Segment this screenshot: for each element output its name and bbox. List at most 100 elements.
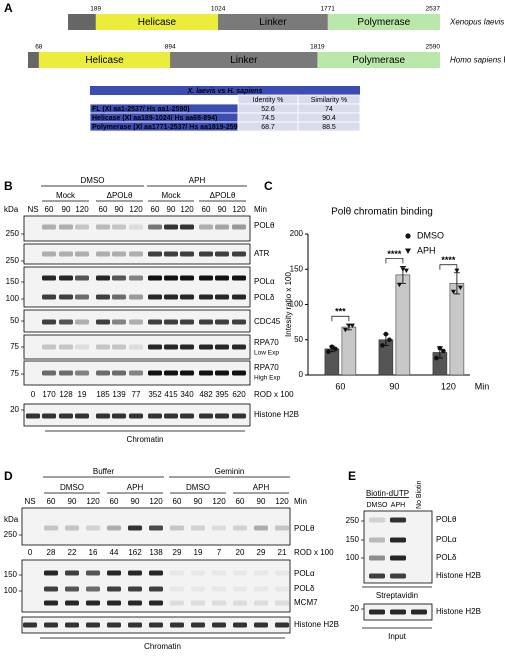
group-label: Mock xyxy=(161,191,181,200)
band xyxy=(170,622,184,628)
group-label: APH xyxy=(253,483,270,492)
lane-label: NS xyxy=(24,497,35,506)
band xyxy=(75,251,89,257)
panel-label: D xyxy=(4,469,13,483)
residue-label: 1771 xyxy=(320,6,335,13)
table-value: 90.4 xyxy=(322,115,336,122)
band xyxy=(112,319,126,325)
band xyxy=(232,344,246,350)
legend-label: APH xyxy=(417,245,436,255)
protein-label: POLθ xyxy=(294,524,315,533)
data-point xyxy=(380,343,385,348)
table-value: 74.5 xyxy=(261,115,275,122)
legend-symbol xyxy=(405,248,411,254)
band xyxy=(107,600,121,606)
band xyxy=(233,622,247,628)
fraction-label: Chromatin xyxy=(144,642,181,651)
kda-marker: 50 xyxy=(10,316,19,325)
band xyxy=(232,319,246,325)
band xyxy=(212,586,226,592)
band xyxy=(390,517,406,523)
band xyxy=(232,413,246,419)
rod-value: 0 xyxy=(31,390,36,399)
band xyxy=(59,294,73,300)
lane-label: 120 xyxy=(275,497,289,506)
band xyxy=(129,370,143,376)
column-header: Similarity % xyxy=(311,97,348,104)
row-label: FL (Xl aa1-2537/ Hs aa1-2590) xyxy=(92,106,190,113)
lane-label: 60 xyxy=(173,497,182,506)
protein-label: ATR xyxy=(254,249,270,258)
kda-marker: 150 xyxy=(346,535,360,544)
blot xyxy=(23,243,251,265)
x-axis-unit: Min xyxy=(475,381,490,391)
legend-label: DMSO xyxy=(417,230,444,240)
band xyxy=(215,275,229,281)
band xyxy=(128,570,142,576)
blot xyxy=(363,510,433,584)
x-tick-label: 90 xyxy=(389,381,399,391)
band xyxy=(233,586,247,592)
band xyxy=(254,525,268,531)
residue-label: 2590 xyxy=(426,44,441,51)
band xyxy=(199,251,213,257)
lane-label: APH xyxy=(391,502,405,509)
lane-label: NS xyxy=(27,205,38,214)
lane-label: 90 xyxy=(62,205,71,214)
band xyxy=(149,622,163,628)
band xyxy=(75,370,89,376)
band xyxy=(180,344,194,350)
band xyxy=(86,622,100,628)
band xyxy=(369,537,385,543)
band xyxy=(164,294,178,300)
protein-name: Polθ xyxy=(503,56,505,65)
kda-marker: 100 xyxy=(4,586,18,595)
data-point xyxy=(450,289,456,295)
band xyxy=(148,413,162,419)
band xyxy=(369,555,385,561)
y-tick-label: 50 xyxy=(294,335,303,344)
band xyxy=(129,413,143,419)
band xyxy=(212,600,226,606)
lane-label: 90 xyxy=(167,205,176,214)
protein-label: POLα xyxy=(254,277,275,286)
band xyxy=(215,319,229,325)
band xyxy=(275,525,289,531)
residue-label: 2537 xyxy=(426,6,441,13)
band xyxy=(148,251,162,257)
band xyxy=(149,525,163,531)
band xyxy=(128,622,142,628)
panel-label: B xyxy=(4,179,13,193)
rod-value: 19 xyxy=(78,390,87,399)
band xyxy=(254,622,268,628)
kda-marker: 250 xyxy=(4,530,18,539)
kda-marker: 100 xyxy=(346,553,360,562)
band xyxy=(86,570,100,576)
band xyxy=(128,586,142,592)
residue-label: 189 xyxy=(90,6,101,13)
rod-value: 19 xyxy=(194,548,203,557)
species-label: Xenopus laevis Polθ xyxy=(449,18,505,27)
domain-label: Polymerase xyxy=(352,55,405,66)
domain xyxy=(38,52,171,68)
bar xyxy=(395,274,411,376)
table-header xyxy=(90,86,360,95)
band xyxy=(199,319,213,325)
data-point xyxy=(383,331,389,337)
band xyxy=(42,294,56,300)
protein-label: Histone H2B xyxy=(436,607,481,616)
lane-label: DMSO xyxy=(367,502,389,509)
band xyxy=(212,622,226,628)
fraction-label: Streptavidin xyxy=(376,591,418,600)
protein-label: Histone H2B xyxy=(436,571,481,580)
band xyxy=(75,294,89,300)
fraction-label: Input xyxy=(388,632,407,641)
lane-label: 120 xyxy=(86,497,100,506)
protein-label: High Exp xyxy=(254,375,281,382)
kda-marker: 150 xyxy=(4,570,18,579)
band xyxy=(96,319,110,325)
band xyxy=(42,319,56,325)
rod-unit: ROD x 100 xyxy=(294,548,334,557)
data-point xyxy=(342,327,348,333)
data-point xyxy=(457,285,463,291)
